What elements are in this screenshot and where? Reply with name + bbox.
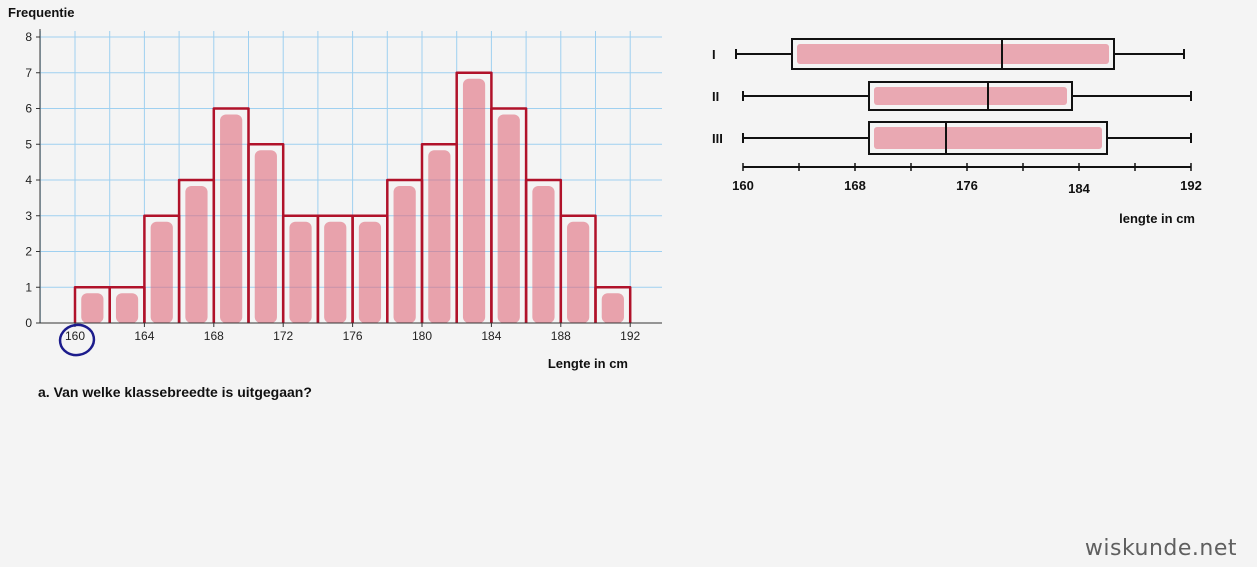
box-fill-I xyxy=(797,44,1109,64)
y-axis-label: Frequentie xyxy=(8,5,74,20)
box-outline-III xyxy=(868,121,1108,155)
y-tick-label-8: 8 xyxy=(25,30,32,44)
bar-fill-3 xyxy=(185,186,208,323)
bar-fill-4 xyxy=(220,114,243,323)
boxplot-tick-label-160: 160 xyxy=(732,178,754,193)
x-tick-label-176: 176 xyxy=(343,329,363,343)
x-axis-label: Lengte in cm xyxy=(548,356,628,371)
histogram-chart: 0 1 2 3 4 5 6 7 8 160 164 168 172 176 180 184 188 192 Fr… xyxy=(8,5,662,371)
y-tick-label-1: 1 xyxy=(25,280,32,294)
bar-fill-13 xyxy=(532,186,555,323)
x-tick-label-164: 164 xyxy=(134,329,154,343)
box-fill-II xyxy=(874,87,1067,105)
bar-fill-2 xyxy=(150,221,173,323)
boxplot-label-II: II xyxy=(712,89,719,104)
histogram-x-ticks: 160 164 168 172 176 180 184 188 192 xyxy=(65,323,641,343)
box-outline-I xyxy=(791,38,1115,70)
x-tick-label-160: 160 xyxy=(65,329,85,343)
bar-fill-7 xyxy=(324,221,347,323)
x-tick-label-172: 172 xyxy=(273,329,293,343)
x-tick-label-168: 168 xyxy=(204,329,224,343)
bar-fill-12 xyxy=(497,114,520,323)
y-tick-label-2: 2 xyxy=(25,245,32,259)
x-tick-label-192: 192 xyxy=(620,329,640,343)
y-tick-label-3: 3 xyxy=(25,209,32,223)
boxplot-tick-label-168: 168 xyxy=(844,178,866,193)
bar-outline-14 xyxy=(559,214,597,323)
boxplot-label-I: I xyxy=(712,47,716,62)
boxplot-axis: 160 168 176 184 192 xyxy=(732,163,1202,196)
bar-fill-15 xyxy=(601,293,624,323)
boxplot-tick-label-184: 184 xyxy=(1068,181,1090,196)
pen-circle-annotation xyxy=(58,323,96,357)
x-tick-label-184: 184 xyxy=(481,329,501,343)
boxplot-tick-label-192: 192 xyxy=(1180,178,1202,193)
x-tick-label-180: 180 xyxy=(412,329,432,343)
boxplot-label-III: III xyxy=(712,131,723,146)
boxplot-tick-label-176: 176 xyxy=(956,178,978,193)
bar-fill-6 xyxy=(289,221,312,323)
bar-fill-10 xyxy=(428,150,451,323)
y-tick-label-4: 4 xyxy=(25,173,32,187)
y-tick-label-7: 7 xyxy=(25,66,32,80)
bar-fill-0 xyxy=(81,293,104,323)
bar-fill-1 xyxy=(115,293,139,323)
boxplot-x-axis-label: lengte in cm xyxy=(1119,211,1195,226)
box-outline-II xyxy=(868,81,1073,111)
bar-fill-8 xyxy=(358,221,382,323)
bar-outline-15 xyxy=(594,286,632,323)
box-fill-III xyxy=(874,127,1102,149)
y-tick-label-0: 0 xyxy=(25,316,32,330)
histogram-bars xyxy=(73,71,632,323)
bar-fill-9 xyxy=(393,186,416,323)
bar-fill-5 xyxy=(254,150,277,323)
bar-fill-11 xyxy=(462,78,486,323)
y-tick-label-5: 5 xyxy=(25,137,32,151)
y-tick-label-6: 6 xyxy=(25,102,32,116)
x-tick-label-188: 188 xyxy=(551,329,571,343)
histogram-y-ticks: 0 1 2 3 4 5 6 7 8 xyxy=(25,30,40,330)
watermark-logo: wiskunde.net xyxy=(1084,536,1237,561)
question-text: a. Van welke klassebreedte is uitgegaan? xyxy=(38,384,312,400)
bar-fill-14 xyxy=(567,221,590,323)
histogram-axes xyxy=(39,29,662,324)
